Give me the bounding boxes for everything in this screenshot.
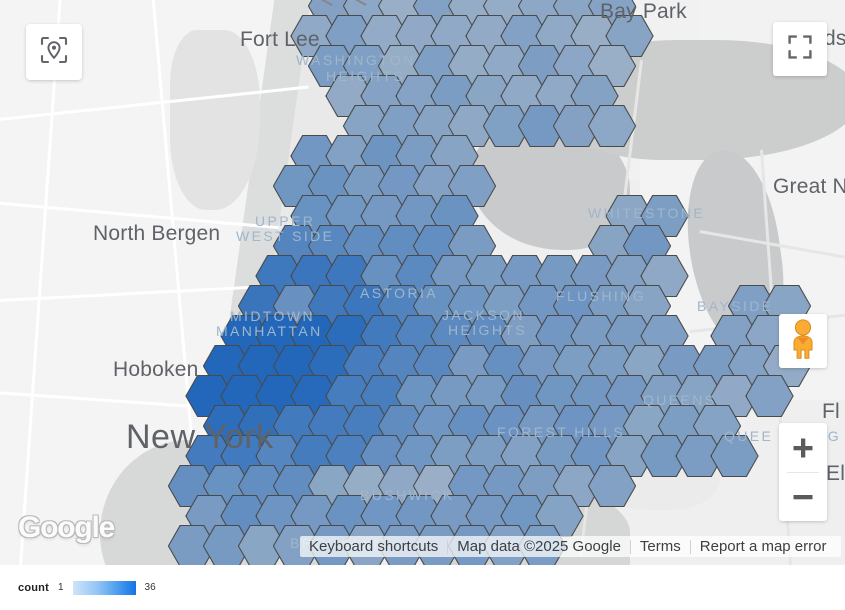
locate-pin-icon [39,35,69,70]
hexbin-cell[interactable] [589,466,635,506]
zoom-divider [787,471,819,473]
fullscreen-control[interactable] [773,22,827,76]
attribution-separator [447,539,449,554]
fullscreen-icon [787,34,813,65]
legend-color-gradient [72,580,136,595]
keyboard-shortcuts-link[interactable]: Keyboard shortcuts [309,538,439,555]
street-view-pegman[interactable] [779,314,827,368]
map-data-text: Map data ©2025 Google [457,538,621,555]
pegman-icon [786,318,820,365]
cemetery-patch [170,30,260,210]
minus-icon [793,494,813,499]
legend-max-value: 36 [144,582,156,593]
attribution-separator [629,539,631,554]
zoom-controls[interactable] [779,423,827,521]
hexbin-cell[interactable] [589,106,635,146]
hexbin-cell[interactable] [746,376,793,416]
zoom-in-button[interactable] [779,424,827,472]
plus-icon [793,438,813,457]
legend-title: count [18,581,49,594]
attribution-bar: Keyboard shortcuts Map data ©2025 Google… [300,536,841,557]
locate-control[interactable] [26,24,82,80]
hexbin-layer[interactable] [0,0,845,565]
hexbin-cell[interactable] [711,436,758,476]
legend-min-value: 1 [57,582,64,593]
attribution-separator [689,539,691,554]
google-map-canvas[interactable]: Fort Lee North Bergen Hoboken New York Bay P… [0,0,845,565]
zoom-out-button[interactable] [779,473,827,521]
legend: count 1 36 [0,565,845,610]
report-map-error-link[interactable]: Report a map error [699,538,827,555]
terms-link[interactable]: Terms [639,538,681,555]
